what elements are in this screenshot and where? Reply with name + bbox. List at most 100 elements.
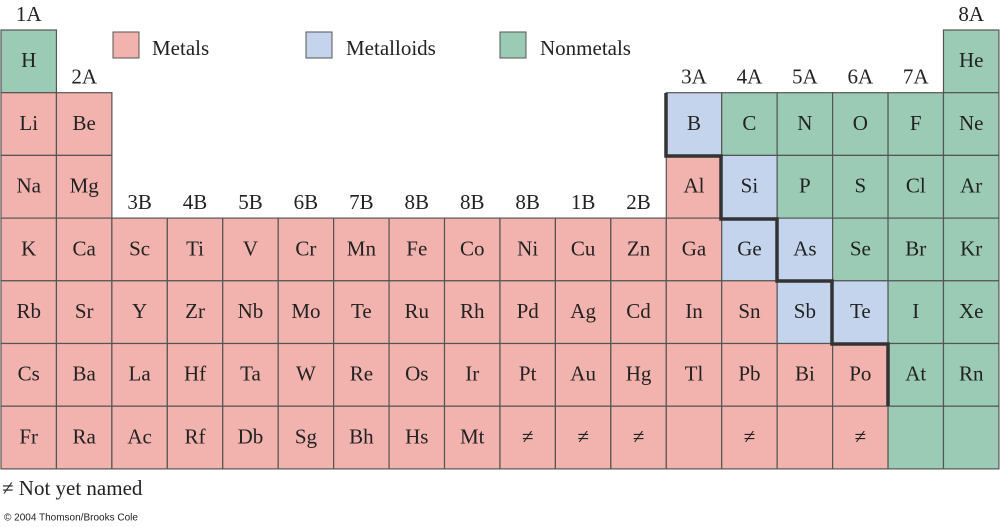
element-cell [554,405,612,470]
element-cell [0,92,58,156]
element-symbol: Li [19,111,38,135]
element-cell [665,342,723,407]
element-symbol: Bh [349,424,374,448]
element-symbol: Po [849,362,871,386]
element-cell [942,154,1000,219]
element-cell [887,154,945,219]
element-symbol: Mo [291,299,320,323]
element-symbol: Bi [795,362,815,386]
element-cell [610,280,667,345]
element-symbol: B [687,111,701,135]
element-symbol: Cl [906,174,926,198]
element-symbol: Zn [627,236,651,260]
element-cell [942,280,1000,345]
element-symbol: Ru [405,299,430,323]
element-symbol: Ra [72,424,96,448]
element-cell [333,280,390,345]
element-symbol: Rb [16,299,41,323]
element-symbol: Fr [19,424,38,448]
element-symbol: O [853,111,868,135]
group-label: 7A [903,65,930,89]
element-symbol: Ag [570,299,596,323]
element-symbol: Pt [519,362,537,386]
element-symbol: S [854,174,866,198]
element-cell [831,342,889,407]
element-cell [277,280,335,345]
element-symbol: Hf [184,362,206,386]
element-symbol: Ne [959,111,984,135]
element-symbol: Os [405,362,428,386]
element-symbol: Zr [185,299,205,323]
element-symbol: ≠ [855,424,867,448]
element-symbol: Rf [185,424,206,448]
element-cell [499,342,556,407]
element-cell [942,342,1000,407]
element-cell [166,280,224,345]
element-symbol: He [959,48,984,72]
legend-swatch [305,31,333,59]
element-symbol: Te [850,299,871,323]
element-symbol: Rn [959,362,984,386]
element-symbol: Hg [626,362,652,386]
element-symbol: Tl [685,362,704,386]
element-symbol: ≠ [744,424,756,448]
element-symbol: Db [238,424,264,448]
legend-label: Nonmetals [540,36,631,60]
element-cell [499,217,556,282]
element-symbol: Sr [75,299,94,323]
element-symbol: Te [351,299,372,323]
element-cell [55,342,113,407]
element-symbol: Ni [517,236,538,260]
element-symbol: ≠ [633,424,645,448]
element-cell [0,280,58,345]
element-symbol: Xe [959,299,984,323]
element-symbol: Pd [517,299,540,323]
element-symbol: La [129,362,152,386]
element-cell [887,280,945,345]
element-cell [443,217,501,282]
element-symbol: At [905,362,926,386]
element-symbol: F [910,111,922,135]
element-cell [554,217,612,282]
element-cell [942,217,1000,282]
element-cell [887,405,945,470]
element-cell [333,342,390,407]
element-symbol: H [21,48,36,72]
legend-label: Metalloids [346,36,436,60]
element-cell [776,405,834,470]
element-symbol: Cu [571,236,596,260]
element-cell [55,405,113,470]
group-label: 8B [515,190,540,214]
element-symbol: Ta [240,362,261,386]
element-cell [111,280,168,345]
element-cell [55,217,113,282]
element-cell [443,405,501,470]
element-symbol: Ac [127,424,152,448]
group-label: 7B [349,190,374,214]
element-cell [55,92,113,156]
group-label: 4A [737,65,764,89]
element-symbol: Ar [960,174,982,198]
element-symbol: Mt [460,424,485,448]
element-cell [222,217,279,282]
element-symbol: Au [570,362,596,386]
element-cell [831,92,889,156]
element-cell [222,342,279,407]
element-symbol: ≠ [577,424,589,448]
element-symbol: In [685,299,703,323]
group-label: 2B [626,190,651,214]
group-label: 6A [847,65,874,89]
element-cell [610,342,667,407]
element-cell [942,92,1000,156]
element-symbol: Y [132,299,147,323]
element-symbol: Nb [238,299,264,323]
element-symbol: Pb [738,362,760,386]
element-cell [499,280,556,345]
legend-swatch [112,31,140,59]
element-cell [831,405,889,470]
footnote: ≠ Not yet named [2,476,143,500]
element-symbol: Si [741,174,759,198]
element-symbol: N [797,111,812,135]
element-symbol: Br [905,236,926,260]
element-cell [942,405,1000,470]
